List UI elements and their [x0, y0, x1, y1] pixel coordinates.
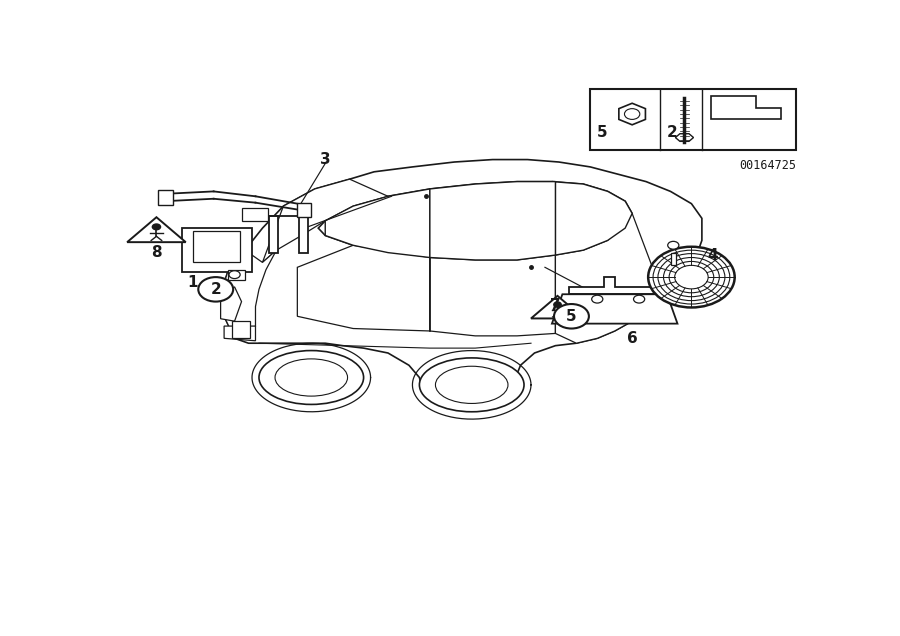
Text: 6: 6 [626, 331, 637, 346]
Bar [660, 265, 695, 296]
Polygon shape [325, 189, 430, 258]
Bar [158, 190, 173, 205]
Ellipse shape [419, 358, 524, 411]
Text: 00164725: 00164725 [739, 158, 796, 172]
Polygon shape [570, 277, 660, 294]
Polygon shape [711, 96, 780, 119]
Polygon shape [220, 250, 276, 338]
Bar [590, 88, 796, 150]
Text: 3: 3 [320, 152, 330, 167]
Ellipse shape [653, 250, 730, 304]
Text: 2: 2 [667, 125, 678, 140]
Text: 4: 4 [707, 247, 717, 263]
Polygon shape [220, 287, 241, 321]
Polygon shape [531, 296, 584, 319]
Polygon shape [552, 182, 632, 255]
Ellipse shape [259, 350, 364, 404]
Text: 5: 5 [566, 309, 577, 324]
Circle shape [554, 302, 562, 307]
Ellipse shape [275, 359, 347, 396]
Polygon shape [269, 216, 278, 252]
Polygon shape [127, 218, 185, 242]
Polygon shape [319, 182, 632, 260]
Ellipse shape [669, 261, 714, 293]
Polygon shape [552, 294, 678, 324]
Text: 7: 7 [550, 298, 561, 313]
Text: 5: 5 [598, 125, 608, 140]
Bar [670, 252, 676, 265]
Circle shape [591, 295, 603, 303]
Circle shape [152, 224, 160, 230]
Polygon shape [619, 103, 645, 125]
Polygon shape [300, 216, 308, 252]
Polygon shape [675, 134, 694, 141]
Bar [232, 321, 250, 338]
Ellipse shape [675, 265, 708, 289]
Bar [182, 228, 252, 272]
Ellipse shape [663, 258, 719, 296]
Circle shape [229, 271, 240, 279]
Circle shape [668, 241, 679, 249]
Circle shape [634, 295, 644, 303]
Ellipse shape [648, 247, 734, 307]
Ellipse shape [436, 366, 508, 403]
Text: 8: 8 [151, 245, 162, 260]
Circle shape [198, 277, 233, 301]
Polygon shape [555, 214, 663, 343]
Circle shape [625, 109, 640, 120]
Polygon shape [297, 245, 430, 331]
Polygon shape [220, 160, 702, 407]
Polygon shape [224, 326, 256, 341]
Bar [297, 203, 311, 218]
Bar [193, 231, 240, 263]
Polygon shape [430, 255, 555, 336]
Text: 2: 2 [211, 282, 221, 297]
Bar [241, 207, 268, 221]
Ellipse shape [658, 254, 724, 301]
Polygon shape [430, 182, 555, 260]
Bar [228, 270, 245, 280]
Polygon shape [263, 179, 388, 263]
Text: 1: 1 [187, 275, 198, 289]
Circle shape [554, 304, 589, 329]
